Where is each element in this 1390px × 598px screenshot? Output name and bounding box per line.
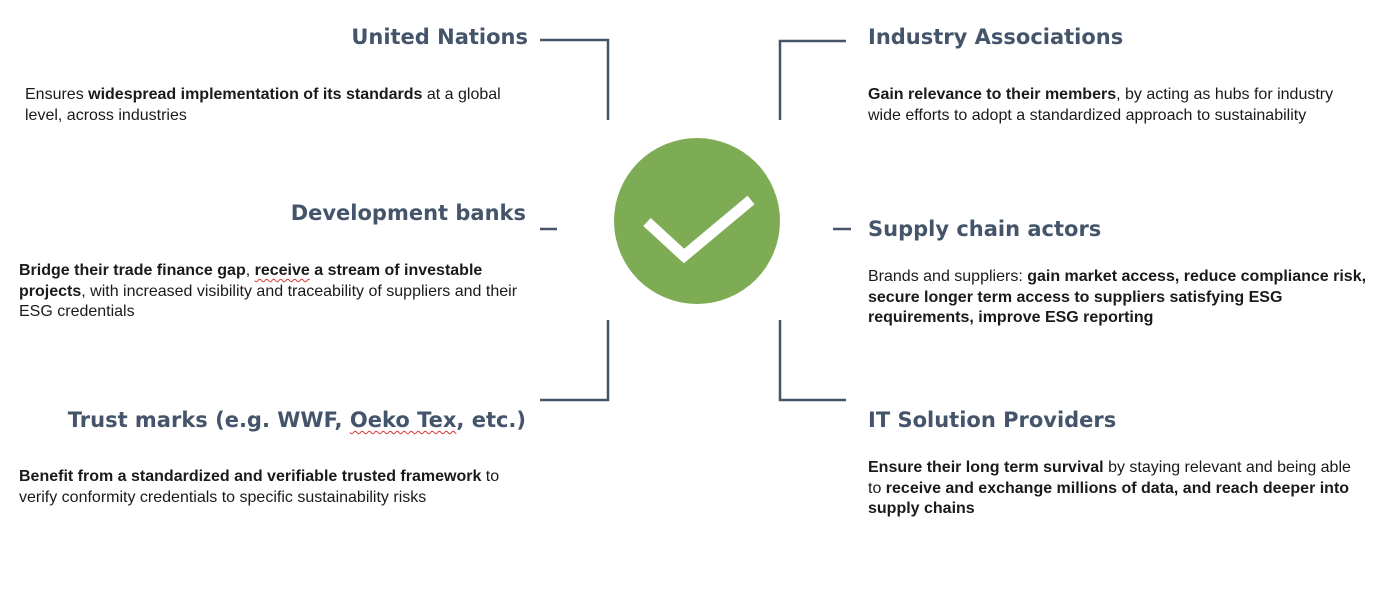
heading-it-providers: IT Solution Providers — [868, 408, 1117, 432]
text-segment: by staying relevant and being able to — [868, 459, 1351, 497]
heading-industry-associations: Industry Associations — [868, 25, 1124, 49]
text-bold: Benefit from a standardized and verifiab… — [19, 468, 482, 485]
heading-supply-chain: Supply chain actors — [868, 217, 1102, 241]
text-bold: a stream of investable projects — [19, 262, 483, 300]
connector-trust-marks — [540, 320, 610, 402]
text-united-nations: Ensures widespread implementation of its… — [25, 85, 515, 126]
checkmark-circle-icon — [614, 138, 780, 304]
connector-united-nations — [540, 38, 610, 120]
heading-united-nations: United Nations — [351, 25, 528, 49]
text-bold: Bridge their trade finance gap — [19, 262, 246, 279]
spellcheck-word: receive — [254, 262, 310, 279]
text-bold: widespread implementation of its standar… — [88, 86, 423, 103]
heading-trust-marks: Trust marks (e.g. WWF, Oeko Tex, etc.) — [68, 407, 526, 433]
text-segment: at a global level, across industries — [25, 86, 501, 124]
text-bold: Ensure their long term survival — [868, 459, 1104, 476]
text-segment: , with increased visibility and traceabi… — [19, 282, 518, 321]
text-it-providers: Ensure their long term survival by stayi… — [868, 458, 1358, 520]
text-segment: to verify conformity credentials to spec… — [19, 468, 500, 506]
text-bold: gain market access, reduce compliance ri… — [868, 268, 1367, 326]
text-supply-chain: Brands and suppliers: gain market access… — [868, 267, 1373, 329]
text-segment: Trust marks (e.g. WWF, — [67, 408, 350, 432]
text-development-banks: Bridge their trade finance gap, receive … — [19, 261, 539, 323]
text-bold: receive and exchange millions of data, a… — [868, 479, 1350, 518]
text-trust-marks: Benefit from a standardized and verifiab… — [19, 467, 539, 508]
connector-industry-associations — [778, 39, 846, 120]
text-segment: Brands and suppliers: — [868, 268, 1028, 285]
text-segment: , — [245, 262, 255, 279]
spellcheck-word: Oeko Tex — [349, 408, 457, 432]
text-bold: Gain relevance to their members — [868, 86, 1117, 103]
text-segment: , etc.) — [456, 408, 526, 432]
text-segment: Ensures — [25, 86, 89, 103]
heading-development-banks: Development banks — [290, 201, 526, 225]
text-segment: , by acting as hubs for industry wide ef… — [868, 86, 1334, 124]
text-industry-associations: Gain relevance to their members, by acti… — [868, 85, 1338, 126]
connector-it-providers — [778, 320, 846, 402]
